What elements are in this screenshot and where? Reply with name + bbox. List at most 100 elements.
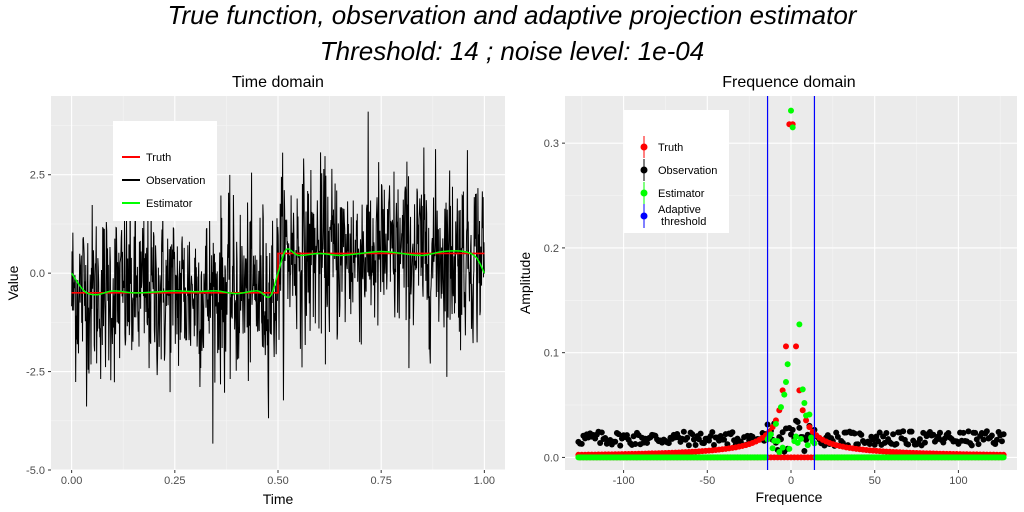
estimator-point — [777, 404, 784, 411]
observation-point — [993, 436, 1000, 443]
value-axis-label: Value — [5, 265, 21, 300]
truth-point — [803, 417, 810, 424]
observation-point — [692, 441, 699, 448]
legend-label-estimator: Estimator — [146, 198, 193, 210]
estimator-series — [71, 248, 486, 299]
legend-threshold-line2: threshold — [658, 216, 706, 228]
observation-series — [71, 111, 485, 444]
x-tick-label: 0.50 — [267, 475, 288, 487]
y-tick-label: 0.1 — [544, 348, 559, 360]
estimator-point — [784, 361, 791, 368]
legend-key-truth — [640, 143, 648, 151]
estimator-point — [788, 107, 794, 114]
y-tick-label: 0.0 — [544, 452, 559, 464]
observation-point — [890, 431, 897, 438]
amplitude-axis-label: Amplitude — [517, 252, 533, 314]
legend-box — [113, 121, 217, 221]
x-tick-label: 50 — [869, 475, 881, 487]
estimator-point — [789, 124, 796, 131]
observation-point — [876, 429, 883, 436]
y-tick-label: 0.2 — [544, 243, 559, 255]
legend-label-estimator: Estimator — [658, 188, 705, 200]
observation-point — [1000, 431, 1007, 438]
legend-threshold-line1: Adaptive — [658, 204, 701, 216]
estimator-point — [796, 321, 803, 328]
observation-point — [988, 432, 995, 439]
observation-point — [623, 432, 630, 439]
observation-point — [685, 442, 692, 449]
adaptive-threshold-lines — [766, 96, 816, 470]
x-tick-label: 1.00 — [474, 475, 495, 487]
observation-point — [893, 440, 900, 447]
truth-point — [799, 407, 806, 414]
frequence-domain-legend: Truth Observation Estimator Adaptive thr… — [624, 110, 729, 233]
observation-point — [983, 428, 990, 435]
observation-point — [684, 434, 691, 441]
time-axis-label: Time — [263, 491, 294, 507]
estimator-point — [786, 445, 793, 452]
observation-point — [851, 430, 858, 437]
estimator-point — [772, 420, 779, 427]
observation-point — [597, 440, 604, 446]
estimator-point — [776, 449, 783, 456]
observation-point — [975, 441, 982, 448]
estimator-point — [1000, 454, 1007, 461]
estimator-point — [799, 386, 806, 393]
observation-point — [908, 428, 915, 435]
figure-title-line2: Threshold: 14 ; noise level: 1e-04 — [319, 36, 705, 66]
time-domain-legend: Truth Observation Estimator — [113, 121, 217, 221]
estimator-point — [769, 445, 776, 452]
truth-point — [806, 424, 813, 431]
observation-point — [801, 448, 808, 455]
observation-point — [834, 433, 841, 440]
x-tick-label: 0.75 — [370, 475, 391, 487]
legend-label-truth: Truth — [146, 152, 171, 164]
observation-point — [709, 429, 716, 436]
observation-point — [998, 438, 1005, 445]
observation-point — [632, 441, 639, 448]
observation-point — [803, 437, 810, 444]
observation-point — [900, 428, 907, 435]
observation-point — [854, 441, 861, 448]
legend-key-threshold — [640, 212, 648, 220]
estimator-point — [794, 439, 801, 446]
observation-point — [930, 431, 937, 438]
observation-point — [921, 439, 928, 446]
observation-point — [665, 440, 672, 447]
estimator-line — [71, 248, 486, 299]
observation-point — [721, 436, 728, 443]
observation-point — [796, 424, 803, 431]
frequence-axis-label: Frequence — [756, 489, 823, 505]
truth-point — [782, 343, 789, 350]
observation-point — [612, 438, 619, 445]
observation-point — [965, 428, 972, 435]
observation-point — [960, 429, 967, 436]
legend-label-observation: Observation — [658, 165, 717, 177]
y-tick-label: -5.0 — [26, 465, 45, 477]
y-tick-label: 0.0 — [30, 268, 45, 280]
observation-point — [705, 437, 712, 444]
y-tick-label: 0.3 — [544, 138, 559, 150]
observation-line — [71, 111, 485, 444]
observation-point — [710, 442, 717, 449]
estimator-point — [804, 442, 811, 449]
estimator-point — [782, 379, 789, 385]
x-tick-label: 100 — [949, 475, 967, 487]
observation-point — [789, 426, 796, 433]
estimator-point — [798, 435, 805, 442]
observation-point — [729, 429, 736, 436]
observation-point — [697, 430, 704, 437]
observation-point — [866, 441, 873, 448]
y-tick-label: -2.5 — [26, 367, 45, 379]
time-domain-ticks: 0.00 0.25 0.50 0.75 1.00 -5.0 -2.5 0.0 2.5 — [26, 170, 495, 487]
legend-key-estimator — [640, 189, 648, 197]
time-domain-panel: Time domain 0.00 0.25 0.50 0.75 1.00 -5.0 -2.5… — [5, 74, 505, 507]
figure-title-line1: True function, observation and adaptive … — [167, 0, 857, 30]
observation-point — [617, 442, 624, 449]
x-tick-label: -100 — [613, 475, 635, 487]
observation-point — [615, 431, 622, 438]
estimator-point — [781, 391, 788, 398]
estimator-point — [793, 433, 800, 440]
estimator-point — [779, 444, 786, 451]
